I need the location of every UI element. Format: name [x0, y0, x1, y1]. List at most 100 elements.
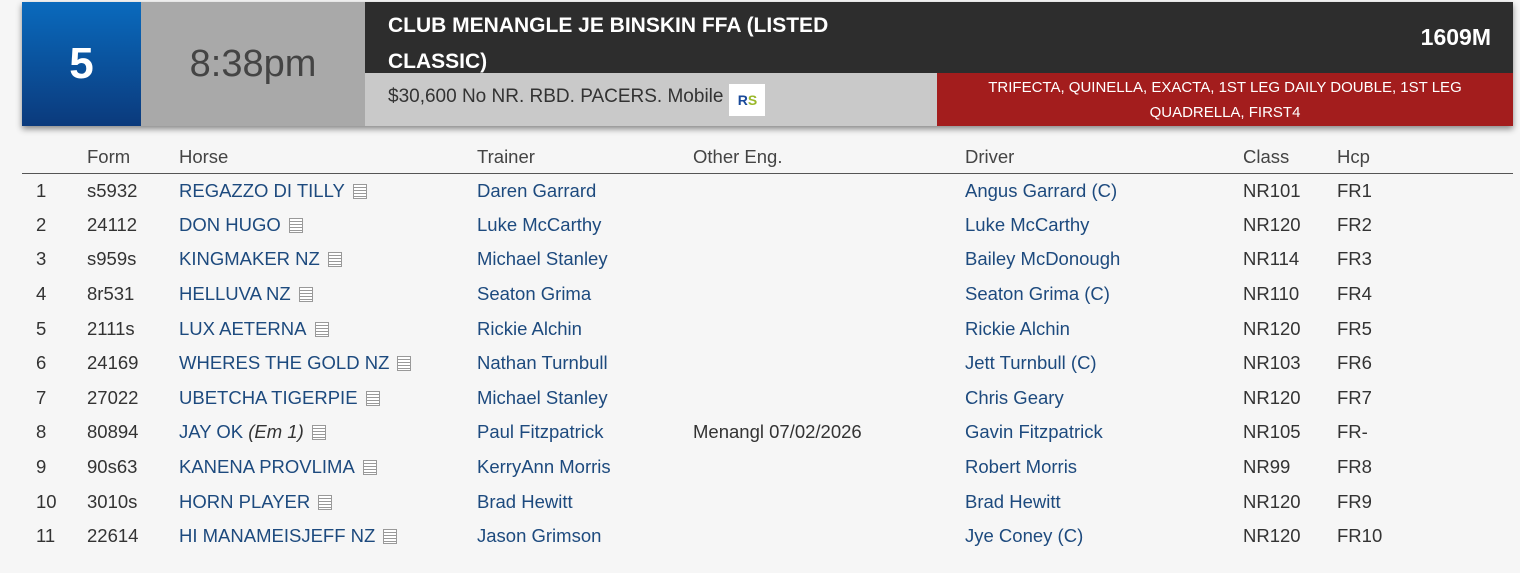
trainer-link[interactable]: Michael Stanley — [477, 248, 608, 270]
runner-number: 4 — [36, 283, 47, 305]
horse-link[interactable]: KINGMAKER NZ — [179, 248, 320, 270]
driver-link[interactable]: Brad Hewitt — [965, 490, 1061, 512]
column-header: Horse — [179, 141, 477, 174]
other-engagement — [693, 311, 965, 346]
horse-cell: JAY OK (Em 1) — [179, 415, 477, 450]
form: 90s63 — [87, 456, 138, 478]
column-header — [22, 141, 87, 174]
horse-link[interactable]: KANENA PROVLIMA — [179, 456, 355, 478]
other-engagement: Menangl 07/02/2026 — [693, 421, 862, 443]
form-guide-icon[interactable] — [314, 321, 329, 337]
field-table: Form Horse Trainer Other Eng. Driver Class Hcp… — [22, 141, 1513, 554]
driver-link[interactable]: Luke McCarthy — [965, 213, 1090, 235]
trainer-link[interactable]: Rickie Alchin — [477, 317, 582, 339]
race-conditions-bar: $30,600 No NR. RBD. PACERS. Mobile RS — [365, 73, 937, 126]
column-header: Driver — [965, 141, 1243, 174]
other-engagement — [693, 208, 965, 243]
form: s959s — [87, 248, 137, 270]
form-guide-icon[interactable] — [318, 494, 333, 510]
form: 24169 — [87, 352, 139, 374]
horse-cell: UBETCHA TIGERPIE — [179, 381, 477, 416]
runner-number: 10 — [36, 490, 57, 512]
race-time: 8:38pm — [141, 2, 365, 126]
handicap: FR2 — [1337, 213, 1372, 235]
driver-link[interactable]: Robert Morris — [965, 456, 1078, 478]
other-engagement — [693, 346, 965, 381]
other-engagement — [693, 242, 965, 277]
handicap: FR- — [1337, 421, 1368, 443]
handicap: FR7 — [1337, 386, 1372, 408]
race-title-bar: CLUB MENANGLE JE BINSKIN FFA (LISTED CLA… — [365, 2, 1513, 73]
form-guide-icon[interactable] — [383, 529, 398, 545]
table-row: 11 22614 HI MANAMEISJEFF NZ Jason Grimso… — [22, 519, 1513, 554]
race-number: 5 — [22, 2, 141, 126]
horse-link[interactable]: JAY OK — [179, 421, 244, 443]
horse-link[interactable]: UBETCHA TIGERPIE — [179, 386, 358, 408]
table-row: 1 s5932 REGAZZO DI TILLY Daren Garrard A… — [22, 173, 1513, 208]
handicap: FR8 — [1337, 456, 1372, 478]
horse-link[interactable]: LUX AETERNA — [179, 317, 307, 339]
trainer-link[interactable]: Daren Garrard — [477, 179, 597, 201]
other-engagement — [693, 519, 965, 554]
driver-link[interactable]: Seaton Grima (C) — [965, 283, 1110, 305]
horse-link[interactable]: REGAZZO DI TILLY — [179, 179, 345, 201]
trainer-link[interactable]: Brad Hewitt — [477, 490, 573, 512]
form-guide-icon[interactable] — [397, 356, 412, 372]
trainer-link[interactable]: Michael Stanley — [477, 386, 608, 408]
table-header: Form Horse Trainer Other Eng. Driver Class Hcp — [22, 141, 1513, 174]
form-guide-icon[interactable] — [311, 425, 326, 441]
runner-number: 11 — [36, 525, 56, 547]
driver-link[interactable]: Angus Garrard (C) — [965, 179, 1118, 201]
driver-link[interactable]: Rickie Alchin — [965, 317, 1070, 339]
runner-number: 5 — [36, 317, 47, 339]
class: NR120 — [1243, 386, 1301, 408]
other-engagement — [693, 277, 965, 312]
driver-link[interactable]: Gavin Fitzpatrick — [965, 421, 1103, 443]
trainer-link[interactable]: Nathan Turnbull — [477, 352, 608, 374]
table-row: 5 2111s LUX AETERNA Rickie Alchin Rickie… — [22, 311, 1513, 346]
driver-link[interactable]: Jett Turnbull (C) — [965, 352, 1097, 374]
runner-number: 3 — [36, 248, 47, 270]
driver-link[interactable]: Chris Geary — [965, 386, 1064, 408]
form: 3010s — [87, 490, 138, 512]
driver-link[interactable]: Bailey McDonough — [965, 248, 1121, 270]
trainer-link[interactable]: Jason Grimson — [477, 525, 602, 547]
runner-number: 8 — [36, 421, 47, 443]
horse-link[interactable]: DON HUGO — [179, 213, 281, 235]
table-row: 2 24112 DON HUGO Luke McCarthy Luke McCa… — [22, 208, 1513, 243]
form-guide-icon[interactable] — [365, 390, 380, 406]
form-guide-icon[interactable] — [362, 460, 377, 476]
race-title: CLUB MENANGLE JE BINSKIN FFA (LISTED CLA… — [388, 14, 829, 73]
form: 2111s — [87, 317, 135, 339]
handicap: FR5 — [1337, 317, 1372, 339]
horse-link[interactable]: HORN PLAYER — [179, 490, 311, 512]
handicap: FR1 — [1337, 179, 1372, 201]
horse-link[interactable]: HI MANAMEISJEFF NZ — [179, 525, 376, 547]
trainer-link[interactable]: Paul Fitzpatrick — [477, 421, 604, 443]
trainer-link[interactable]: KerryAnn Morris — [477, 456, 611, 478]
table-row: 4 8r531 HELLUVA NZ Seaton Grima Seaton G… — [22, 277, 1513, 312]
handicap: FR10 — [1337, 525, 1383, 547]
form-guide-icon[interactable] — [327, 252, 342, 268]
table-row: 9 90s63 KANENA PROVLIMA KerryAnn Morris … — [22, 450, 1513, 485]
class: NR110 — [1243, 283, 1300, 305]
form: 22614 — [87, 525, 139, 547]
trainer-link[interactable]: Luke McCarthy — [477, 213, 602, 235]
ris-logo-icon[interactable]: RS — [729, 84, 766, 116]
form-guide-icon[interactable] — [298, 287, 313, 303]
horse-cell: HELLUVA NZ — [179, 277, 477, 312]
runner-number: 6 — [36, 352, 47, 374]
driver-link[interactable]: Jye Coney (C) — [965, 525, 1084, 547]
form-guide-icon[interactable] — [352, 183, 367, 199]
table-row: 8 80894 JAY OK (Em 1) Paul Fitzpatrick M… — [22, 415, 1513, 450]
horse-cell: KINGMAKER NZ — [179, 242, 477, 277]
horse-link[interactable]: WHERES THE GOLD NZ — [179, 352, 390, 374]
horse-link[interactable]: HELLUVA NZ — [179, 283, 291, 305]
class: NR114 — [1243, 248, 1300, 270]
horse-cell: REGAZZO DI TILLY — [179, 173, 477, 208]
trainer-link[interactable]: Seaton Grima — [477, 283, 592, 305]
table-row: 3 s959s KINGMAKER NZ Michael Stanley Bai… — [22, 242, 1513, 277]
form-guide-icon[interactable] — [288, 217, 303, 233]
emergency-label: (Em 1) — [248, 421, 304, 443]
class: NR103 — [1243, 352, 1301, 374]
